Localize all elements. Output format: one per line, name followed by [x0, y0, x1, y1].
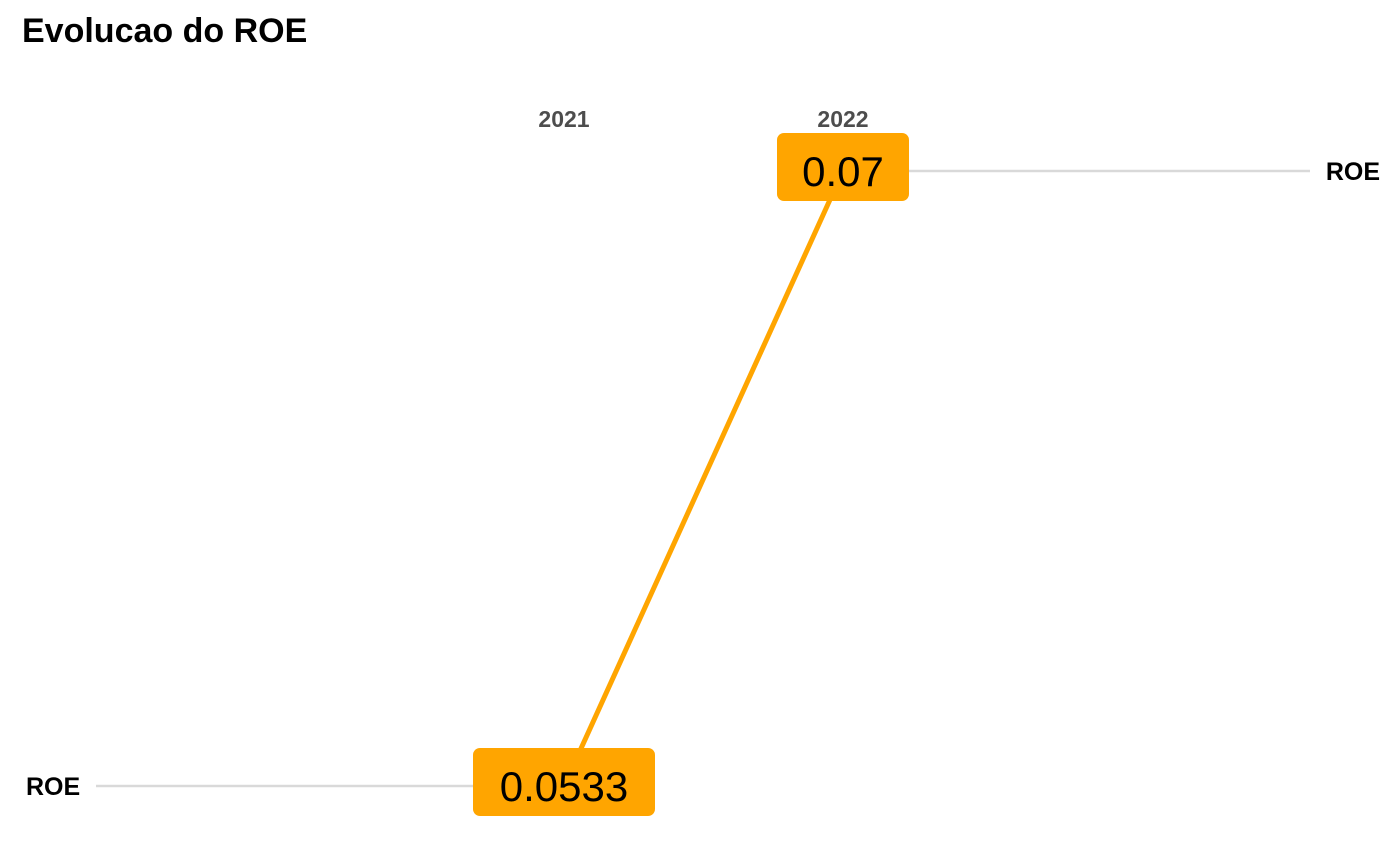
year-label-2022: 2022	[817, 106, 868, 132]
year-label-2021: 2021	[538, 106, 589, 132]
series-label-left: ROE	[26, 773, 80, 801]
series-label-right: ROE	[1326, 158, 1380, 186]
value-label-box-2021	[473, 748, 655, 816]
value-label-box-2022	[777, 133, 909, 201]
value-label-2022: 0.07	[802, 148, 884, 195]
series-line-roe	[561, 169, 846, 788]
value-label-2021: 0.0533	[500, 763, 628, 810]
chart-title: Evolucao do ROE	[22, 12, 307, 50]
